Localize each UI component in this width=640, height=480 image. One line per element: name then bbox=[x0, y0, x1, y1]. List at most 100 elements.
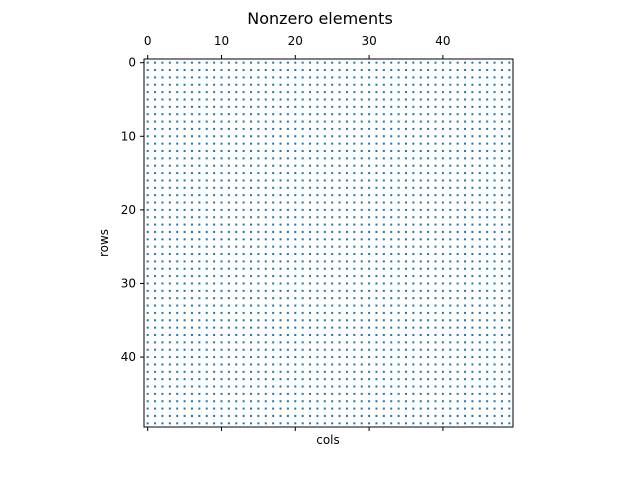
nonzero-marker bbox=[235, 142, 238, 145]
nonzero-marker bbox=[456, 113, 459, 116]
nonzero-marker bbox=[456, 414, 459, 417]
nonzero-marker bbox=[286, 341, 289, 344]
nonzero-marker bbox=[309, 260, 312, 263]
nonzero-marker bbox=[478, 267, 481, 270]
nonzero-marker bbox=[213, 120, 216, 123]
nonzero-marker bbox=[301, 392, 304, 395]
nonzero-marker bbox=[146, 105, 149, 108]
nonzero-marker bbox=[286, 208, 289, 211]
nonzero-marker bbox=[456, 223, 459, 226]
nonzero-marker bbox=[331, 216, 334, 219]
nonzero-marker bbox=[250, 289, 253, 292]
nonzero-marker bbox=[264, 334, 267, 336]
nonzero-marker bbox=[449, 135, 452, 138]
nonzero-marker bbox=[250, 334, 253, 336]
nonzero-marker bbox=[235, 260, 238, 263]
nonzero-marker bbox=[198, 98, 201, 101]
y-axis-label: rows bbox=[97, 229, 111, 257]
nonzero-marker bbox=[301, 370, 304, 373]
nonzero-marker bbox=[146, 127, 149, 130]
nonzero-marker bbox=[471, 385, 474, 388]
nonzero-marker bbox=[404, 275, 407, 278]
nonzero-marker bbox=[471, 363, 474, 366]
nonzero-marker bbox=[345, 260, 348, 263]
nonzero-marker bbox=[412, 150, 415, 152]
nonzero-marker bbox=[286, 172, 289, 175]
nonzero-marker bbox=[449, 83, 452, 86]
nonzero-marker bbox=[456, 61, 459, 64]
nonzero-marker bbox=[250, 422, 253, 425]
nonzero-marker bbox=[309, 363, 312, 366]
nonzero-marker bbox=[301, 76, 304, 79]
nonzero-marker bbox=[146, 385, 149, 388]
nonzero-marker bbox=[471, 289, 474, 292]
nonzero-marker bbox=[286, 135, 289, 138]
nonzero-marker bbox=[220, 392, 223, 395]
nonzero-marker bbox=[493, 105, 496, 108]
nonzero-marker bbox=[213, 378, 216, 381]
nonzero-marker bbox=[412, 400, 415, 403]
nonzero-marker bbox=[338, 230, 341, 233]
nonzero-marker bbox=[190, 113, 193, 116]
nonzero-marker bbox=[272, 356, 275, 359]
nonzero-marker bbox=[404, 179, 407, 182]
nonzero-marker bbox=[360, 407, 363, 410]
nonzero-marker bbox=[279, 326, 282, 329]
nonzero-marker bbox=[309, 414, 312, 417]
nonzero-marker bbox=[198, 356, 201, 359]
nonzero-marker bbox=[213, 91, 216, 94]
nonzero-marker bbox=[227, 150, 230, 152]
nonzero-marker bbox=[478, 392, 481, 395]
nonzero-marker bbox=[427, 91, 430, 94]
nonzero-marker bbox=[390, 282, 393, 285]
nonzero-marker bbox=[471, 260, 474, 263]
nonzero-marker bbox=[456, 348, 459, 351]
nonzero-marker bbox=[441, 341, 444, 344]
nonzero-marker bbox=[220, 414, 223, 417]
nonzero-marker bbox=[168, 363, 171, 366]
nonzero-marker bbox=[154, 392, 157, 395]
nonzero-marker bbox=[286, 267, 289, 270]
nonzero-marker bbox=[198, 392, 201, 395]
nonzero-marker bbox=[331, 341, 334, 344]
nonzero-marker bbox=[294, 275, 297, 278]
nonzero-marker bbox=[316, 172, 319, 175]
nonzero-marker bbox=[286, 407, 289, 410]
nonzero-marker bbox=[161, 282, 164, 285]
nonzero-marker bbox=[419, 186, 422, 189]
nonzero-marker bbox=[375, 172, 378, 175]
nonzero-marker bbox=[486, 208, 489, 211]
nonzero-marker bbox=[508, 297, 511, 300]
nonzero-marker bbox=[205, 356, 208, 359]
nonzero-marker bbox=[397, 120, 400, 123]
nonzero-marker bbox=[272, 311, 275, 314]
nonzero-marker bbox=[198, 267, 201, 270]
nonzero-marker bbox=[464, 172, 467, 175]
nonzero-marker bbox=[227, 311, 230, 314]
nonzero-marker bbox=[301, 414, 304, 417]
nonzero-marker bbox=[508, 392, 511, 395]
nonzero-marker bbox=[500, 378, 503, 381]
nonzero-marker bbox=[419, 319, 422, 322]
nonzero-marker bbox=[375, 385, 378, 388]
nonzero-marker bbox=[146, 216, 149, 219]
nonzero-marker bbox=[500, 216, 503, 219]
nonzero-marker bbox=[397, 91, 400, 94]
nonzero-marker bbox=[419, 127, 422, 130]
nonzero-marker bbox=[309, 348, 312, 351]
nonzero-marker bbox=[235, 385, 238, 388]
nonzero-marker bbox=[294, 179, 297, 182]
nonzero-marker bbox=[331, 289, 334, 292]
nonzero-marker bbox=[456, 172, 459, 175]
nonzero-marker bbox=[434, 105, 437, 108]
nonzero-marker bbox=[323, 61, 326, 64]
nonzero-marker bbox=[168, 179, 171, 182]
nonzero-marker bbox=[345, 201, 348, 204]
nonzero-marker bbox=[323, 334, 326, 336]
nonzero-marker bbox=[404, 245, 407, 248]
nonzero-marker bbox=[220, 326, 223, 329]
nonzero-marker bbox=[478, 91, 481, 94]
nonzero-marker bbox=[168, 201, 171, 204]
nonzero-marker bbox=[294, 348, 297, 351]
nonzero-marker bbox=[154, 238, 157, 241]
